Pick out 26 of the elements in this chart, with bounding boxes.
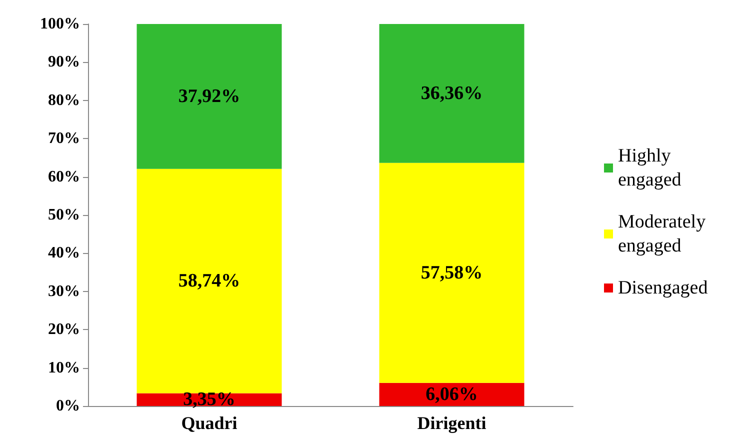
y-tick-label: 10% xyxy=(48,359,80,376)
x-tick-label: Quadri xyxy=(181,413,238,433)
y-tick-label: 100% xyxy=(40,16,80,32)
y-tick-label: 0% xyxy=(56,398,80,414)
data-label: 58,74% xyxy=(178,270,240,292)
bar xyxy=(136,24,282,169)
y-tick-label: 50% xyxy=(48,206,80,224)
y-tick-label: 90% xyxy=(48,54,80,71)
y-tick-label: 40% xyxy=(48,244,80,262)
data-label: 3,35% xyxy=(183,389,236,410)
bar xyxy=(379,24,524,163)
data-label: 57,58% xyxy=(420,262,483,284)
legend-label: Disengaged xyxy=(618,278,708,298)
y-tick-label: 30% xyxy=(48,282,80,300)
y-tick-label: 60% xyxy=(48,168,80,186)
bar xyxy=(136,168,282,394)
data-label: 37,92% xyxy=(178,86,240,107)
data-label: 6,06% xyxy=(426,384,478,405)
y-tick-label: 80% xyxy=(48,92,80,109)
y-tick-label: 20% xyxy=(48,321,80,338)
y-tick-label: 70% xyxy=(48,130,80,148)
legend-label: Highly engaged xyxy=(618,146,682,190)
x-tick-label: Dirigenti xyxy=(417,413,486,433)
legend-label: Moderately engaged xyxy=(618,212,710,256)
data-label: 36,36% xyxy=(420,82,483,104)
bar xyxy=(379,162,524,383)
